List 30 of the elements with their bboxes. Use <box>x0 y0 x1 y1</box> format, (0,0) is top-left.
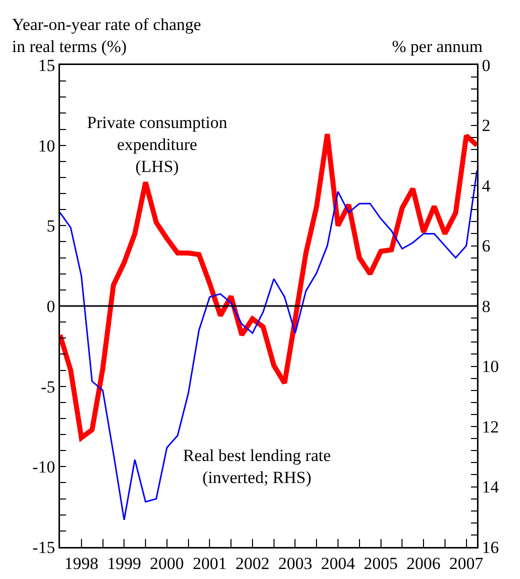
y-tick-label: -10 <box>32 458 56 477</box>
y2-tick-label: 6 <box>482 236 490 256</box>
y2-tick-label: 16 <box>482 538 499 557</box>
y-tick-label: -5 <box>40 377 56 396</box>
y2-axis-title: % per annum <box>392 37 483 56</box>
x-tick-label: 2004 <box>321 554 356 573</box>
x-tick-label: 2005 <box>364 554 398 573</box>
x-tick-label: 2006 <box>406 554 441 573</box>
x-tick-label: 2000 <box>150 554 184 573</box>
y2-tick-label: 2 <box>482 116 490 136</box>
y2-tick-label: 10 <box>482 357 499 376</box>
y-tick-label: 15 <box>38 56 56 75</box>
y2-tick-label: 12 <box>482 417 499 436</box>
y2-tick-label: 4 <box>482 176 491 196</box>
series-label: Real best lending rate (inverted; RHS) <box>183 446 331 488</box>
y2-tick-label: 8 <box>482 296 490 316</box>
y-tick-label: 10 <box>38 136 56 156</box>
y-tick-label: 5 <box>46 216 56 236</box>
x-tick-label: 2002 <box>235 554 270 573</box>
y2-tick-label: 14 <box>482 478 500 497</box>
x-tick-label: 2007 <box>449 554 484 573</box>
y-axis-title: Year-on-year rate of change in real terms (%) <box>12 15 202 56</box>
x-tick-label: 1999 <box>107 554 142 573</box>
x-tick-label: 1998 <box>64 554 98 573</box>
y-tick-label: 0 <box>46 296 56 316</box>
y2-tick-label: 0 <box>482 56 490 75</box>
text: Private consumption expenditure (LHS) <box>87 113 228 176</box>
x-tick-label: 2001 <box>192 554 227 573</box>
x-tick-label: 2003 <box>278 554 312 573</box>
y-tick-label: -15 <box>32 538 56 557</box>
